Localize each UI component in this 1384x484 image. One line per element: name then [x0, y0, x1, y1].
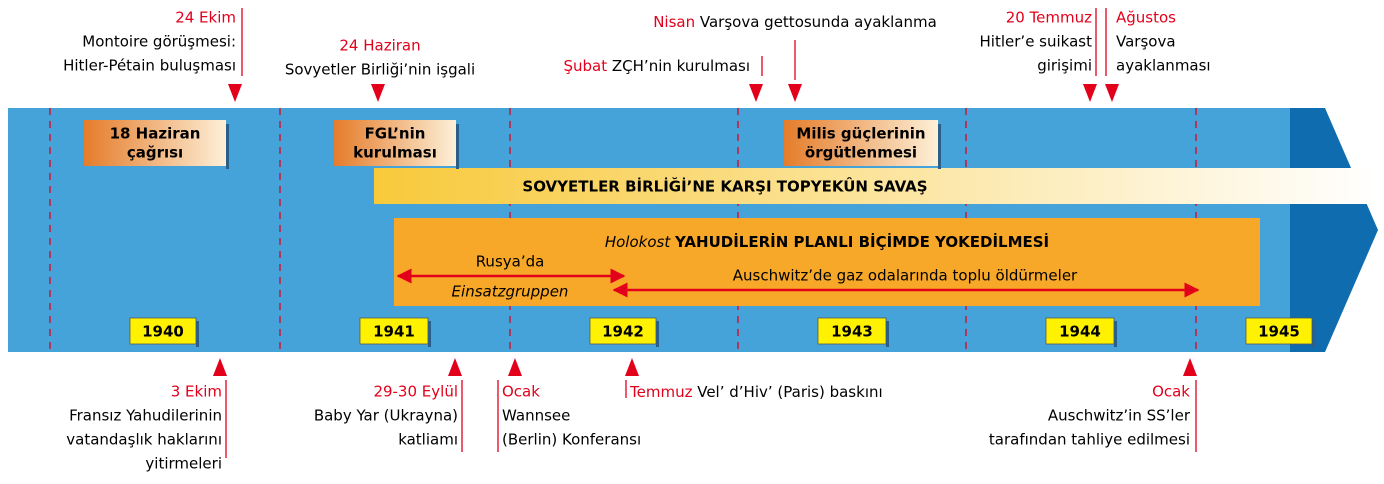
event-box	[334, 120, 456, 166]
box-text: FGL’nin	[365, 125, 426, 143]
event-line: Sovyetler Birliği’nin işgali	[285, 61, 475, 79]
pointer	[788, 84, 802, 102]
year-box	[129, 317, 197, 345]
year-shadow	[886, 321, 889, 347]
pointer	[749, 84, 763, 102]
event-line: Vel’ d’Hiv’ (Paris) baskını	[697, 383, 882, 401]
event-line: Auschwitz’in SS’ler	[1048, 407, 1191, 425]
event-date: Ocak	[502, 383, 540, 401]
year-shadow	[196, 321, 199, 347]
event-line: Baby Yar (Ukrayna)	[314, 407, 458, 425]
event-line: ayaklanması	[1116, 57, 1211, 75]
year-box	[817, 317, 887, 345]
box-text: kurulması	[353, 144, 437, 162]
event-date: 24 Ekim	[175, 9, 236, 27]
year-label: 1944	[1059, 323, 1101, 341]
russia-label: Rusya’da	[476, 253, 545, 271]
year-box	[359, 317, 429, 345]
event-line: Fransız Yahudilerinin	[69, 407, 222, 425]
event-text: Nisan Varşova gettosunda ayaklanma	[653, 13, 937, 31]
event-date: 3 Ekim	[171, 383, 222, 401]
event-date: Şubat	[563, 57, 607, 75]
event-line: Varşova	[1116, 33, 1176, 51]
pointer	[1083, 84, 1097, 102]
year-label: 1945	[1258, 323, 1300, 341]
box-shadow	[226, 124, 229, 169]
event-line: (Berlin) Konferansı	[502, 431, 641, 449]
year-label: 1940	[142, 323, 184, 341]
box-text: 18 Haziran	[110, 125, 201, 143]
event-line: Varşova gettosunda ayaklanma	[700, 13, 937, 31]
event-line: girişimi	[1037, 57, 1092, 75]
russia-label: Einsatzgruppen	[452, 283, 569, 301]
pointer	[1105, 84, 1119, 102]
pointer	[508, 358, 522, 376]
year-shadow	[656, 321, 659, 347]
event-line: vatandaşlık haklarını	[66, 431, 222, 449]
event-line: Hitler’e suikast	[980, 33, 1093, 51]
year-label: 1941	[373, 323, 415, 341]
event-date: 20 Temmuz	[1006, 9, 1092, 27]
box-text: Milis güçlerinin	[796, 125, 925, 143]
event-line: ZÇH’nin kurulması	[612, 57, 750, 75]
year-shadow	[1312, 321, 1315, 347]
event-date: 29-30 Eylül	[373, 383, 458, 401]
event-line: Montoire görüşmesi:	[82, 33, 236, 51]
pointer	[625, 358, 639, 376]
arrow-head	[1290, 108, 1378, 352]
pointer	[371, 84, 385, 102]
pointer	[213, 358, 227, 376]
year-shadow	[428, 321, 431, 347]
box-text: çağrısı	[127, 144, 183, 162]
event-date: 24 Haziran	[339, 37, 420, 55]
event-text: Temmuz Vel’ d’Hiv’ (Paris) baskını	[629, 383, 883, 401]
year-label: 1943	[831, 323, 873, 341]
pointer	[1183, 358, 1197, 376]
event-line: tarafından tahliye edilmesi	[989, 431, 1190, 449]
event-date: Nisan	[653, 13, 695, 31]
box-shadow	[456, 124, 459, 169]
event-line: Hitler-Pétain buluşması	[63, 57, 236, 75]
auschwitz-label: Auschwitz’de gaz odalarında toplu öldürm…	[733, 267, 1078, 285]
event-line: Wannsee	[502, 407, 570, 425]
year-box	[589, 317, 657, 345]
event-line: katliamı	[398, 431, 458, 449]
event-box	[84, 120, 226, 166]
event-text: Şubat ZÇH’nin kurulması	[563, 57, 750, 75]
event-box	[784, 120, 938, 166]
box-text: örgütlenmesi	[805, 144, 917, 162]
war-text: SOVYETLER BİRLİĞİ’NE KARŞI TOPYEKÛN SAVA…	[522, 177, 927, 196]
pointer	[228, 84, 242, 102]
year-box	[1245, 317, 1313, 345]
event-date: Ağustos	[1116, 9, 1176, 27]
event-date: Temmuz	[629, 383, 693, 401]
event-line: yitirmeleri	[145, 455, 222, 473]
year-shadow	[1114, 321, 1117, 347]
holocaust-title: Holokost YAHUDİLERİN PLANLI BİÇİMDE YOKE…	[605, 232, 1049, 251]
pointer	[448, 358, 462, 376]
event-date: Ocak	[1152, 383, 1190, 401]
box-shadow	[938, 124, 941, 169]
war-bar	[374, 168, 1378, 204]
year-label: 1942	[602, 323, 644, 341]
